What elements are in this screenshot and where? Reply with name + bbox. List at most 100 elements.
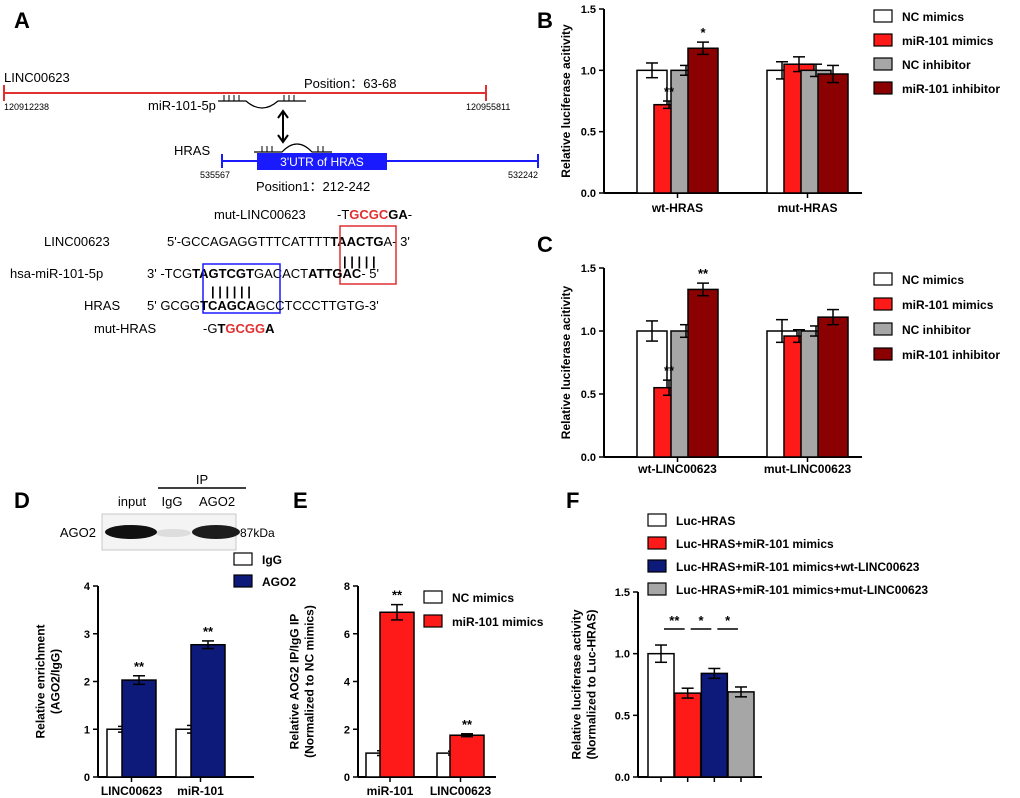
- legend-label: NC mimics: [452, 591, 514, 605]
- legend-label: AGO2: [262, 575, 296, 589]
- chart-e: 0 2 4 6 8 Relative AOG2 IP/IgG IP (Normalized …: [288, 581, 544, 798]
- panel-letter-b: B: [537, 8, 553, 33]
- chart-c: 0.0 0.5 1.0 1.5 Relative luciferase acitivit…: [559, 263, 1000, 476]
- hras-end: 532242: [508, 170, 538, 180]
- bar: [727, 691, 755, 778]
- legend-label: miR-101 inhibitor: [902, 348, 1000, 362]
- y-tick-label: 1: [84, 724, 90, 736]
- significance-label: *: [700, 25, 706, 40]
- panel-letter-d: D: [14, 488, 30, 513]
- y-tick-label: 0: [344, 772, 350, 784]
- significance-label: **: [134, 659, 145, 674]
- bar: [687, 288, 719, 458]
- hras-label: HRAS: [174, 143, 210, 158]
- legend-label: NC inhibitor: [902, 323, 971, 337]
- double-arrow: [277, 109, 289, 144]
- bar: [700, 672, 729, 778]
- mut-hras-label: mut-HRAS: [94, 321, 156, 336]
- ip-label: IP: [196, 472, 208, 487]
- significance-label: **: [392, 588, 403, 603]
- y-tick-label: 4: [84, 581, 91, 593]
- y-tick-label: 1.0: [615, 649, 630, 661]
- y-tick-label: 2: [84, 677, 90, 689]
- legend-swatch: [873, 81, 893, 95]
- legend-swatch: [873, 272, 893, 286]
- legend-swatch: [233, 552, 253, 566]
- x-tick-label: miR-101: [367, 784, 414, 798]
- mir-label: miR-101-5p: [148, 98, 216, 113]
- y-axis-label: Relative enrichment: [34, 624, 48, 738]
- hras-pairing: | | | | | |: [211, 284, 251, 299]
- band-ago2: [192, 525, 240, 539]
- bar: [817, 73, 849, 194]
- y-axis-label: Relative luciferase acitivity: [559, 285, 573, 439]
- bar: [673, 692, 702, 778]
- lane-ago2: AGO2: [199, 494, 235, 509]
- y-tick-label: 1.5: [581, 4, 596, 16]
- lane-input: input: [118, 494, 147, 509]
- utr-box: [257, 153, 387, 170]
- chart-f: 0.0 0.5 1.0 1.5 Relative luciferase activity…: [570, 513, 928, 784]
- significance-label: **: [669, 613, 680, 628]
- significance-label: **: [203, 624, 214, 639]
- significance-label: **: [698, 266, 709, 281]
- hras-row-label: HRAS: [84, 298, 120, 313]
- y-tick-label: 1.0: [581, 326, 596, 338]
- significance-label: **: [664, 84, 675, 99]
- x-tick-label: miR-101: [177, 784, 224, 798]
- mir-pairs: [223, 95, 295, 101]
- kda-label: 87kDa: [240, 526, 275, 540]
- linc-label: LINC00623: [4, 70, 70, 85]
- mut-hras-seq: -GTGCGGA: [203, 321, 275, 336]
- legend-label: Luc-HRAS: [676, 514, 735, 528]
- bar: [190, 643, 226, 778]
- legend-swatch: [423, 614, 443, 628]
- legend-swatch: [873, 347, 893, 361]
- legend-swatch: [647, 513, 667, 527]
- legend-swatch: [873, 297, 893, 311]
- bar: [817, 316, 849, 458]
- y-tick-label: 2: [344, 724, 350, 736]
- legend-label: Luc-HRAS+miR-101 mimics+mut-LINC00623: [676, 583, 928, 597]
- legend-swatch: [233, 574, 253, 588]
- panel-letter-a: A: [14, 8, 30, 33]
- bar: [647, 652, 675, 778]
- linc-start: 120912238: [4, 102, 49, 112]
- mut-linc-seq: -TGCGCGA-: [337, 207, 412, 222]
- y-axis-label: (Normalized to Luc-HRAS): [585, 609, 599, 759]
- utr-label: 3'UTR of HRAS: [280, 155, 364, 169]
- linc-highlight-box: [339, 225, 397, 285]
- y-tick-label: 0.0: [581, 452, 596, 464]
- panel-letter-e: E: [293, 488, 308, 513]
- y-tick-label: 0.5: [581, 389, 596, 401]
- y-tick-label: 3: [84, 629, 90, 641]
- legend-label: NC mimics: [902, 10, 964, 24]
- legend-swatch: [873, 322, 893, 336]
- hras-start: 535567: [200, 170, 230, 180]
- linc-end: 120955811: [466, 102, 510, 112]
- y-tick-label: 1.5: [615, 587, 630, 599]
- hras-loop: [254, 143, 332, 153]
- bar: [687, 47, 719, 194]
- y-tick-label: 8: [344, 581, 350, 593]
- position-label: Position：63-68: [304, 76, 397, 91]
- legend-label: NC inhibitor: [902, 58, 971, 72]
- x-tick-label: mut-HRAS: [778, 201, 838, 215]
- legend-swatch: [873, 57, 893, 71]
- legend-label: miR-101 mimics: [902, 34, 994, 48]
- y-tick-label: 0.0: [615, 772, 630, 784]
- y-tick-label: 6: [344, 629, 350, 641]
- legend-swatch: [873, 33, 893, 47]
- hras-highlight-box: [202, 263, 281, 314]
- x-tick-label: LINC00623: [430, 784, 492, 798]
- hras-pairs: [261, 146, 324, 152]
- y-tick-label: 0: [84, 772, 90, 784]
- y-tick-label: 0.5: [581, 127, 596, 139]
- significance-label: **: [462, 717, 473, 732]
- legend-label: NC mimics: [902, 273, 964, 287]
- y-tick-label: 1.5: [581, 263, 596, 275]
- legend-swatch: [423, 590, 443, 604]
- mut-linc-label: mut-LINC00623: [214, 207, 306, 222]
- significance-label: *: [698, 613, 704, 628]
- significance-label: *: [725, 613, 731, 628]
